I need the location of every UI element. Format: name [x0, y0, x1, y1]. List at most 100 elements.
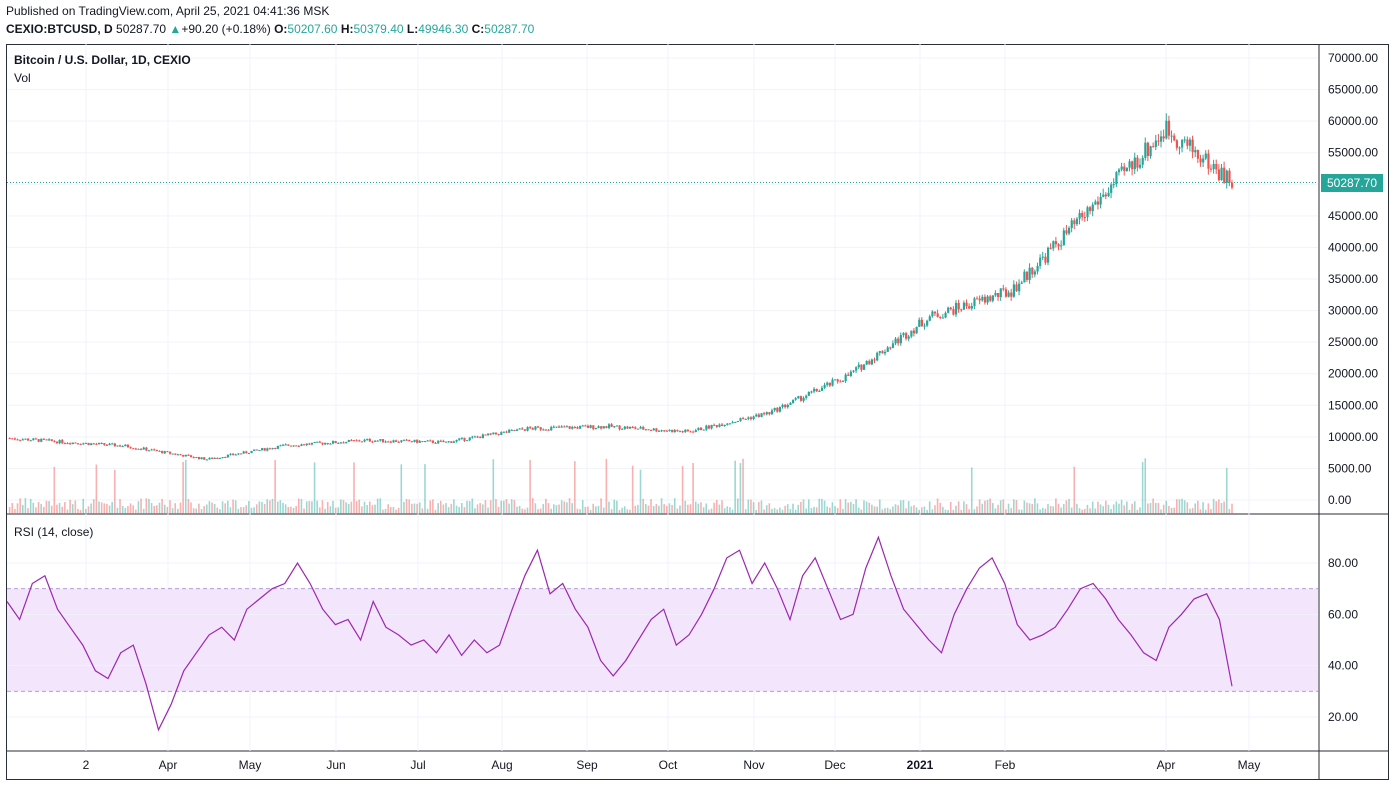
candle-body: [763, 413, 766, 415]
candle-body: [405, 439, 408, 441]
volume-bar: [43, 506, 45, 514]
candle-body: [200, 457, 203, 460]
candle-body: [48, 439, 51, 441]
candle-body: [749, 417, 753, 420]
volume-bar: [863, 500, 865, 514]
candle-body: [300, 444, 303, 446]
volume-bar: [353, 462, 355, 514]
volume-bar: [1010, 508, 1012, 514]
candle-body: [16, 439, 19, 441]
volume-bar: [250, 507, 253, 514]
volume-bar: [82, 498, 85, 514]
candle-body: [347, 439, 350, 442]
volume-bar: [710, 508, 713, 514]
candle-body: [663, 430, 666, 432]
volume-bar: [121, 505, 124, 514]
volume-bar: [1136, 509, 1139, 514]
volume-bar: [560, 500, 563, 514]
candle-body: [702, 429, 705, 431]
candle-body: [815, 388, 818, 392]
candle-body: [105, 444, 109, 446]
candle-body: [1015, 284, 1018, 292]
candle-body: [676, 430, 679, 432]
candle-body: [363, 439, 366, 442]
candle-body: [305, 443, 308, 446]
candle-body: [778, 406, 782, 412]
volume-bar: [295, 506, 297, 514]
volume-bar: [269, 500, 271, 514]
candle-body: [497, 434, 500, 436]
volume-bar: [1089, 508, 1091, 514]
price-tick-label: 30000.00: [1328, 304, 1378, 318]
volume-bar: [892, 506, 894, 514]
candle-body: [660, 430, 663, 432]
volume-bar: [361, 506, 363, 514]
candle-body: [458, 438, 461, 440]
volume-bar: [708, 509, 710, 514]
candle-body: [282, 444, 285, 446]
candle-body: [129, 447, 132, 449]
candle-body: [770, 410, 774, 415]
candle-body: [1089, 207, 1092, 211]
volume-bar: [521, 508, 524, 514]
candle-body: [810, 391, 813, 393]
candle-body: [1125, 167, 1129, 172]
candle-body: [939, 316, 942, 318]
candle-body: [150, 449, 153, 451]
candle-body: [329, 443, 332, 445]
candle-body: [218, 457, 222, 459]
candle-body: [174, 453, 177, 455]
volume-bar: [936, 498, 939, 514]
volume-bar: [90, 503, 92, 514]
candle-body: [229, 453, 232, 455]
time-tick-label: 2: [83, 758, 90, 772]
volume-bar: [999, 500, 1002, 514]
candle-body: [384, 441, 387, 443]
volume-bar: [1162, 504, 1165, 514]
volume-bar: [647, 505, 650, 514]
candle-body: [1131, 161, 1134, 170]
candle-body: [1170, 135, 1173, 137]
volume-bar: [839, 499, 842, 514]
volume-bar: [731, 509, 734, 514]
volume-bar: [487, 507, 489, 514]
volume-bar: [37, 501, 40, 514]
candle-body: [242, 451, 245, 454]
candle-body: [692, 431, 695, 433]
low-label: L:: [406, 22, 419, 36]
candle-body: [32, 438, 35, 441]
candle-body: [203, 457, 206, 460]
candle-body: [600, 426, 603, 429]
candle-body: [760, 413, 763, 417]
volume-bar: [27, 508, 29, 514]
candle-body: [179, 454, 182, 456]
candle-body: [623, 426, 626, 429]
volume-bar: [311, 501, 313, 514]
candle-body: [352, 440, 356, 442]
volume-bar: [1107, 504, 1110, 514]
volume-bar: [1018, 509, 1020, 514]
candle-body: [1204, 153, 1207, 159]
volume-bar: [413, 503, 416, 514]
volume-bar: [881, 509, 884, 514]
volume-bar: [1055, 498, 1057, 514]
volume-bar: [871, 504, 873, 514]
volume-bar: [1191, 507, 1194, 514]
candle-body: [260, 448, 264, 451]
candle-body: [1138, 164, 1142, 168]
volume-bar: [279, 500, 282, 514]
time-tick-label: Jun: [326, 758, 345, 772]
volume-bar: [1223, 501, 1225, 514]
candle-body: [1225, 170, 1228, 183]
candle-body: [221, 457, 224, 459]
volume-bar: [1052, 506, 1055, 514]
candle-body: [1115, 172, 1118, 185]
volume-bar: [92, 499, 95, 514]
candle-body: [1212, 163, 1215, 170]
volume-bar: [253, 507, 255, 514]
volume-bar: [476, 504, 479, 514]
volume-bar: [794, 509, 797, 514]
candle-body: [184, 454, 187, 457]
candle-body: [555, 426, 558, 428]
